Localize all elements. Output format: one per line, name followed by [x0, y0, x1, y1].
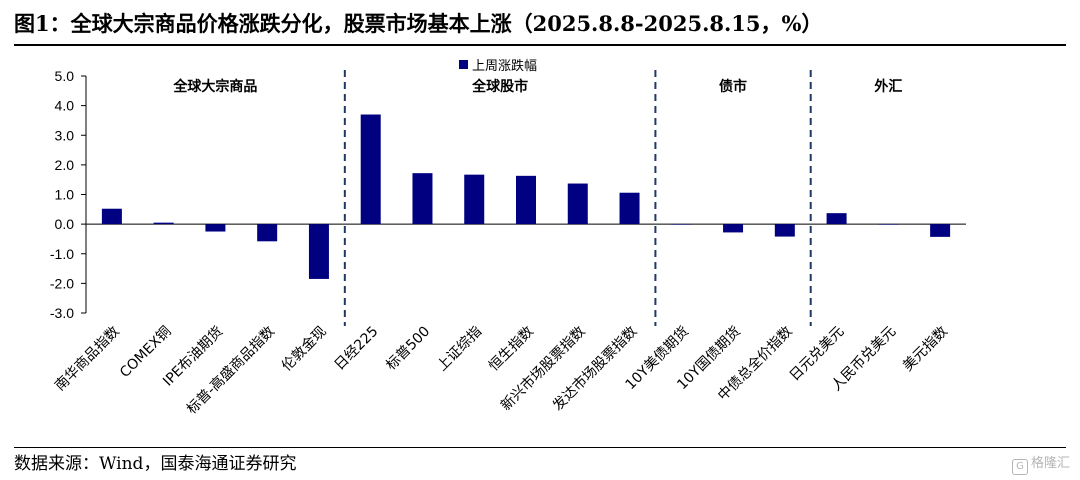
- bar: [723, 224, 744, 233]
- watermark-logo-icon: G: [1011, 459, 1028, 475]
- group-label: 债市: [719, 78, 747, 95]
- watermark: G 格隆汇: [1011, 455, 1070, 475]
- bar: [205, 224, 226, 232]
- footer-rule: [14, 447, 1066, 448]
- bar: [567, 183, 588, 225]
- x-category-label: 标普500: [383, 324, 433, 374]
- y-tick-label: 3.0: [55, 127, 75, 143]
- x-category-label: 上证综指: [434, 324, 485, 375]
- source-note: 数据来源：Wind，国泰海通证券研究: [14, 454, 297, 474]
- y-tick-label: -3.0: [50, 305, 74, 321]
- x-category-label: 恒生指数: [486, 324, 537, 375]
- bar: [878, 224, 899, 225]
- bar: [930, 224, 951, 237]
- legend-swatch: [459, 60, 468, 69]
- x-category-label: 发达市场股票指数: [549, 323, 640, 414]
- x-category-label: 标普-高盛商品指数: [183, 323, 278, 418]
- bar: [360, 114, 381, 225]
- y-tick-label: 1.0: [55, 187, 75, 203]
- group-label: 全球大宗商品: [172, 78, 257, 95]
- y-tick-label: 2.0: [55, 157, 75, 173]
- x-category-label: 美元指数: [900, 324, 951, 375]
- y-tick-label: -2.0: [50, 275, 74, 291]
- bar: [101, 208, 122, 225]
- bar: [308, 224, 329, 279]
- watermark-text: 格隆汇: [1030, 456, 1070, 471]
- chart-title: 图1：全球大宗商品价格涨跌分化，股票市场基本上涨（2025.8.8-2025.8…: [14, 11, 823, 36]
- bar: [671, 224, 692, 225]
- bar: [516, 175, 536, 225]
- y-tick-label: 5.0: [55, 68, 75, 84]
- y-tick-label: -1.0: [50, 246, 74, 262]
- bar: [826, 213, 847, 225]
- bar: [619, 192, 640, 225]
- x-category-label: 日经225: [332, 324, 382, 374]
- x-category-label: 伦敦金现: [279, 324, 330, 375]
- bar: [464, 174, 485, 225]
- group-label: 外汇: [874, 78, 902, 95]
- title-rule: [14, 44, 1066, 46]
- bar-chart: 5.04.03.02.01.00.0-1.0-2.0-3.0南华商品指数COME…: [50, 58, 966, 418]
- bar: [153, 222, 174, 225]
- bar: [774, 224, 795, 237]
- y-tick-label: 0.0: [55, 216, 75, 232]
- y-tick-label: 4.0: [55, 98, 75, 114]
- legend-label: 上周涨跌幅: [472, 58, 537, 74]
- bar: [412, 173, 433, 225]
- x-category-label: 南华商品指数: [52, 324, 123, 395]
- x-category-label: 新兴市场股票指数: [497, 323, 588, 414]
- group-label: 全球股市: [471, 78, 528, 95]
- bar: [257, 224, 278, 242]
